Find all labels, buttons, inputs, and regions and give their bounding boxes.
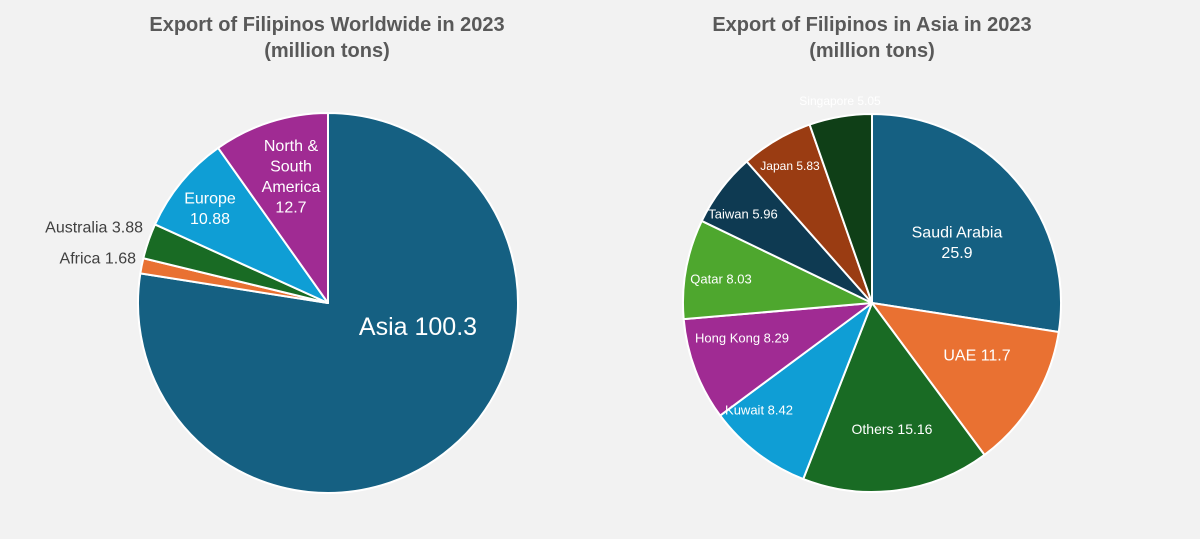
pie-slice-hong-kong [682,302,873,417]
pie-slice-uae [871,302,1060,456]
slice-label-asia: Asia 100.3 [359,313,477,341]
pie-slice-saudi-arabia [871,113,1062,334]
slice-label-singapore: Singapore 5.05 [799,94,881,108]
slice-label-europe: Europe 10.88 [184,190,236,227]
slice-label-japan: Japan 5.83 [760,159,820,173]
chart-title-asia-main: Export of Filipinos in Asia in 2023 [712,14,1032,36]
chart-title-asia: Export of Filipinos in Asia in 2023 (mil… [662,12,1082,64]
chart-title-asia-subtitle: (million tons) [809,40,935,62]
slice-label-africa: Africa 1.68 [60,251,137,268]
slice-label-north-and-south-america: North & South America 12.7 [262,138,321,216]
slice-label-kuwait: Kuwait 8.42 [725,403,793,418]
slice-label-australia: Australia 3.88 [45,220,143,237]
slice-label-qatar: Qatar 8.03 [690,272,751,287]
slice-label-others: Others 15.16 [852,421,933,437]
pie-slice-qatar [682,219,873,321]
pie-slice-singapore [808,113,873,304]
chart-title-worldwide-subtitle: (million tons) [264,40,390,62]
pie-slice-kuwait [719,302,873,481]
slice-label-saudi-arabia: Saudi Arabia 25.9 [912,224,1003,261]
slice-label-hong-kong: Hong Kong 8.29 [695,331,789,346]
chart-title-worldwide-main: Export of Filipinos Worldwide in 2023 [149,14,505,36]
pie-slice-others [802,302,986,493]
slice-label-taiwan: Taiwan 5.96 [708,207,777,222]
pie-slice-north-and-south-america [217,112,329,304]
slice-label-uae: UAE 11.7 [943,348,1010,365]
chart-title-worldwide: Export of Filipinos Worldwide in 2023 (m… [117,12,537,64]
pie-slice-europe [154,146,329,304]
